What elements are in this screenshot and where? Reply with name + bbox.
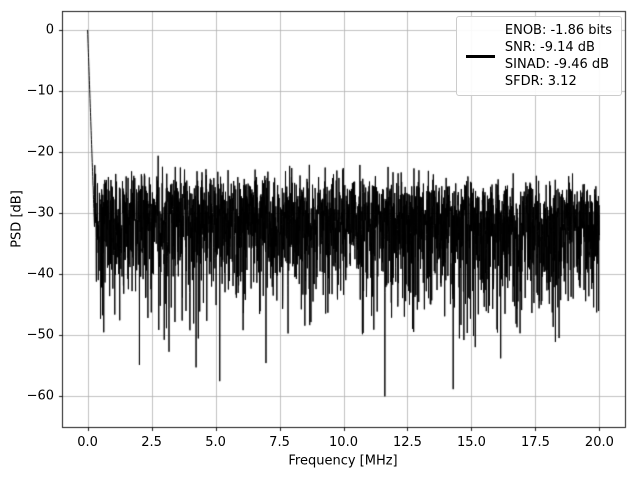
legend-entries: ENOB: -1.86 bits SNR: -9.14 dB SINAD: -9… (505, 22, 612, 90)
y-axis-label: PSD [dB] (9, 190, 25, 248)
x-tick-label: 20.0 (584, 435, 614, 450)
x-tick-label: 12.5 (392, 435, 422, 450)
legend-entry: SINAD: -9.46 dB (504, 57, 610, 72)
x-tick-label: 5.0 (205, 435, 226, 450)
y-tick-label: −30 (26, 205, 54, 221)
x-tick-label: 10.0 (329, 435, 358, 450)
x-tick-label: 15.0 (456, 435, 486, 450)
legend: ENOB: -1.86 bits SNR: -9.14 dB SINAD: -9… (455, 16, 622, 96)
legend-entry: ENOB: -1.86 bits (504, 23, 612, 38)
y-tick-label: −20 (26, 144, 54, 160)
y-tick-label: 0 (45, 22, 54, 38)
y-tick-label: −40 (26, 266, 54, 282)
y-tick-label: −60 (26, 388, 54, 404)
legend-line-handle-icon (465, 54, 495, 58)
legend-entry: SFDR: 3.12 (504, 74, 577, 89)
x-tick-label: 2.5 (141, 435, 162, 450)
x-tick-label: 0.0 (77, 435, 98, 450)
legend-entry: SNR: -9.14 dB (504, 40, 595, 55)
y-tick-label: −50 (26, 327, 54, 343)
x-axis-label: Frequency [MHz] (288, 453, 398, 469)
y-tick-label: −10 (26, 83, 54, 99)
x-tick-label: 17.5 (520, 435, 550, 450)
x-tick-label: 7.5 (269, 435, 290, 450)
